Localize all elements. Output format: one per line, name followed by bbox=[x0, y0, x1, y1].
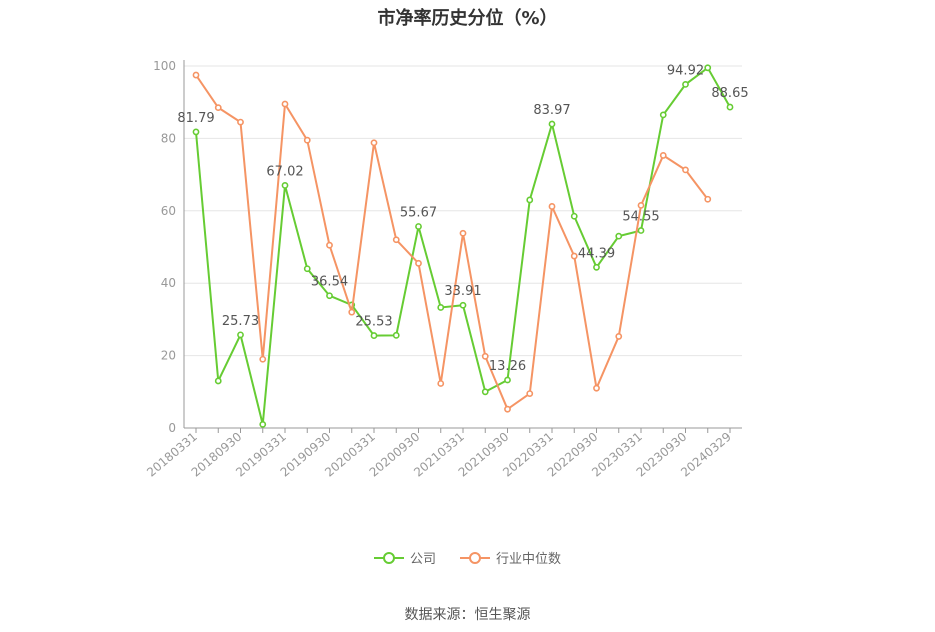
data-point-company bbox=[214, 377, 222, 385]
series-lines bbox=[192, 64, 734, 428]
data-point-industry bbox=[459, 229, 467, 237]
data-point-industry bbox=[659, 152, 667, 159]
data-point-company bbox=[370, 332, 378, 339]
data-point-industry bbox=[437, 380, 445, 387]
data-label: 88.65 bbox=[711, 86, 748, 101]
data-label: 54.55 bbox=[622, 210, 659, 225]
chart-title: 市净率历史分位（%） bbox=[377, 8, 558, 29]
data-label: 25.53 bbox=[355, 315, 392, 330]
legend-item-company[interactable]: 公司 bbox=[373, 548, 436, 567]
data-point-company bbox=[415, 223, 422, 230]
data-point-company bbox=[392, 331, 400, 339]
data-point-company bbox=[682, 80, 689, 88]
data-point-industry bbox=[348, 308, 356, 316]
data-label: 33.91 bbox=[444, 284, 481, 299]
data-point-company bbox=[659, 111, 667, 119]
data-label: 94.92 bbox=[667, 63, 704, 78]
data-point-company bbox=[281, 181, 289, 189]
series-line-industry bbox=[195, 74, 709, 411]
data-point-company bbox=[437, 304, 445, 311]
data-label: 81.79 bbox=[177, 111, 214, 126]
y-tick-label: 60 bbox=[161, 204, 176, 218]
data-point-company bbox=[704, 64, 712, 72]
data-point-industry bbox=[570, 252, 578, 260]
data-point-company bbox=[615, 232, 623, 240]
data-point-industry bbox=[615, 333, 623, 340]
y-tick-label: 40 bbox=[161, 276, 176, 290]
data-point-industry bbox=[259, 355, 267, 363]
data-point-company bbox=[326, 292, 333, 300]
data-point-company bbox=[526, 196, 534, 204]
data-label: 83.97 bbox=[533, 103, 570, 118]
data-point-industry bbox=[303, 136, 311, 144]
source-note: 数据来源：恒生聚源 bbox=[404, 607, 531, 623]
data-point-company bbox=[237, 331, 244, 339]
data-point-company bbox=[192, 128, 200, 136]
data-point-industry bbox=[281, 100, 289, 108]
series-line-company bbox=[195, 66, 731, 425]
data-point-industry bbox=[504, 405, 511, 413]
data-point-industry bbox=[415, 259, 422, 267]
data-point-company bbox=[303, 265, 311, 273]
legend-company-label: 公司 bbox=[409, 552, 436, 567]
y-tick-label: 80 bbox=[161, 131, 176, 145]
data-label: 25.73 bbox=[222, 314, 259, 329]
data-point-industry bbox=[637, 201, 645, 209]
data-labels: 81.79 25.73 67.02 36.54 25.53 55.67 33.91 13.26… bbox=[177, 63, 748, 374]
data-point-industry bbox=[326, 241, 333, 249]
legend-company-marker bbox=[373, 551, 404, 564]
data-point-industry bbox=[526, 390, 534, 398]
data-label: 13.26 bbox=[489, 359, 526, 374]
data-label: 44.39 bbox=[578, 246, 615, 261]
data-point-industry bbox=[237, 118, 244, 126]
data-point-industry bbox=[392, 236, 400, 244]
legend-industry-marker bbox=[460, 551, 490, 564]
data-label: 36.54 bbox=[311, 275, 348, 290]
data-label: 67.02 bbox=[266, 164, 303, 179]
grid-lines bbox=[184, 65, 742, 357]
data-point-industry bbox=[370, 139, 378, 147]
data-point-industry bbox=[682, 166, 689, 174]
data-point-company bbox=[637, 227, 645, 234]
data-point-company bbox=[570, 212, 578, 220]
data-point-company bbox=[459, 301, 467, 309]
data-point-industry bbox=[192, 71, 200, 79]
data-point-industry bbox=[704, 195, 712, 203]
axes: 0204060801002018033120180930201903312019… bbox=[144, 59, 742, 480]
legend-industry-label: 行业中位数 bbox=[496, 552, 562, 567]
data-label: 55.67 bbox=[400, 205, 437, 220]
data-point-industry bbox=[593, 384, 600, 392]
data-point-industry bbox=[548, 203, 556, 210]
data-point-company bbox=[504, 376, 511, 384]
data-point-company bbox=[593, 263, 600, 271]
data-point-company bbox=[726, 103, 734, 111]
data-point-company bbox=[548, 120, 556, 128]
data-point-company bbox=[259, 420, 267, 428]
data-point-industry bbox=[481, 352, 489, 360]
y-tick-label: 20 bbox=[161, 349, 176, 363]
y-tick-label: 0 bbox=[168, 421, 176, 435]
data-point-industry bbox=[214, 104, 222, 112]
y-tick-label: 100 bbox=[153, 59, 176, 73]
legend: 公司 行业中位数 bbox=[0, 548, 935, 567]
data-point-company bbox=[481, 388, 489, 396]
legend-item-industry[interactable]: 行业中位数 bbox=[460, 548, 561, 567]
